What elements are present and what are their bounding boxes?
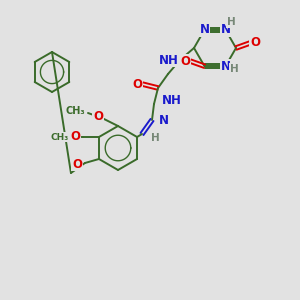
Text: O: O — [132, 77, 142, 91]
Text: H: H — [151, 133, 160, 143]
Text: N: N — [200, 23, 209, 36]
Text: O: O — [93, 110, 103, 124]
Text: H: H — [230, 64, 239, 74]
Text: CH₃: CH₃ — [51, 133, 69, 142]
Text: H: H — [227, 17, 236, 27]
Text: N: N — [159, 113, 169, 127]
Text: O: O — [250, 37, 260, 50]
Text: CH₃: CH₃ — [65, 106, 85, 116]
Text: N: N — [220, 23, 230, 36]
Text: O: O — [181, 55, 190, 68]
Text: N: N — [220, 60, 230, 73]
Text: NH: NH — [159, 53, 179, 67]
Text: O: O — [72, 158, 82, 170]
Text: O: O — [70, 130, 80, 143]
Text: NH: NH — [162, 94, 182, 107]
